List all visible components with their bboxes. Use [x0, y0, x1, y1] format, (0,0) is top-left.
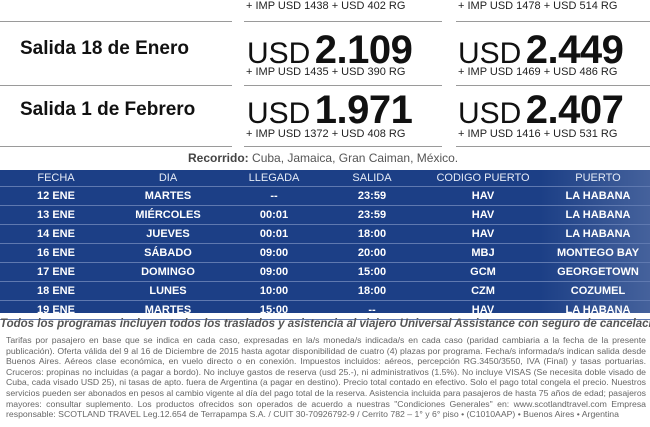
row-divider [0, 85, 232, 86]
cell-fecha: 19 ENE [0, 300, 112, 320]
row-divider [456, 85, 650, 86]
cell-fecha: 14 ENE [0, 224, 112, 244]
col-header: FECHA [37, 172, 75, 184]
tax-line-row2-col1: + IMP USD 1372 + USD 408 RG [246, 128, 406, 140]
cell-dia: LUNES [112, 281, 224, 301]
route-text: Cuba, Jamaica, Gran Caiman, México. [252, 151, 459, 165]
price-amount: 1.971 [314, 88, 413, 132]
tax-line-row2-col2: + IMP USD 1416 + USD 531 RG [458, 128, 618, 140]
table-row: 14 ENE JUEVES 00:01 18:00 HAV LA HABANA [0, 224, 650, 244]
cell-codigo: CZM [420, 281, 546, 301]
tax-line-row1-col1: + IMP USD 1435 + USD 390 RG [246, 66, 406, 78]
row-divider [0, 21, 232, 22]
cell-fecha: 17 ENE [0, 262, 112, 282]
currency: USD [247, 97, 311, 130]
row-divider [244, 146, 442, 147]
cell-puerto: LA HABANA [546, 186, 650, 206]
cell-salida: 23:59 [324, 205, 420, 225]
cell-fecha: 13 ENE [0, 205, 112, 225]
route-label: Recorrido: [188, 151, 249, 165]
tax-line-row0-col2: + IMP USD 1478 + USD 514 RG [458, 0, 618, 12]
col-header: CODIGO PUERTO [436, 172, 530, 184]
table-header-row: FECHA DIA LLEGADA SALIDA CODIGO PUERTO P… [0, 170, 650, 187]
col-header: LLEGADA [248, 172, 300, 184]
cell-puerto: COZUMEL [546, 281, 650, 301]
cell-llegada: 00:01 [224, 224, 324, 244]
cell-llegada: 09:00 [224, 262, 324, 282]
cell-codigo: HAV [420, 205, 546, 225]
tax-line-row0-col1: + IMP USD 1438 + USD 402 RG [246, 0, 406, 12]
cell-fecha: 16 ENE [0, 243, 112, 263]
cell-puerto: MONTEGO BAY [546, 243, 650, 263]
price-row2-col1: USD 1.971 [247, 88, 413, 132]
col-header: PUERTO [575, 172, 621, 184]
fine-print: Tarifas por pasajero en base que se indi… [6, 335, 646, 420]
cell-codigo: GCM [420, 262, 546, 282]
col-header: SALIDA [352, 172, 392, 184]
cell-salida: 15:00 [324, 262, 420, 282]
row-divider [456, 21, 650, 22]
price-amount: 2.407 [525, 88, 624, 132]
cell-salida: -- [324, 300, 420, 320]
price-amount: 2.449 [525, 28, 624, 72]
table-row: 19 ENE MARTES 15:00 -- HAV LA HABANA [0, 300, 650, 320]
tax-line-row1-col2: + IMP USD 1469 + USD 486 RG [458, 66, 618, 78]
table-row: 16 ENE SÁBADO 09:00 20:00 MBJ MONTEGO BA… [0, 243, 650, 263]
cell-codigo: HAV [420, 224, 546, 244]
cell-salida: 23:59 [324, 186, 420, 206]
cell-llegada: 10:00 [224, 281, 324, 301]
price-row2-col2: USD 2.407 [458, 88, 624, 132]
cell-codigo: HAV [420, 186, 546, 206]
route-line: Recorrido: Cuba, Jamaica, Gran Caiman, M… [188, 151, 458, 165]
cell-dia: JUEVES [112, 224, 224, 244]
row-divider [0, 146, 232, 147]
cell-codigo: HAV [420, 300, 546, 320]
price-row1-col1: USD 2.109 [247, 28, 413, 72]
cell-salida: 18:00 [324, 281, 420, 301]
cell-llegada: 09:00 [224, 243, 324, 263]
currency: USD [247, 37, 311, 70]
cell-llegada: -- [224, 186, 324, 206]
cell-codigo: MBJ [420, 243, 546, 263]
table-row: 18 ENE LUNES 10:00 18:00 CZM COZUMEL [0, 281, 650, 301]
row-divider [244, 21, 442, 22]
cell-llegada: 15:00 [224, 300, 324, 320]
cell-dia: MARTES [112, 186, 224, 206]
table-row: 13 ENE MIÉRCOLES 00:01 23:59 HAV LA HABA… [0, 205, 650, 225]
table-row: 17 ENE DOMINGO 09:00 15:00 GCM GEORGETOW… [0, 262, 650, 282]
currency: USD [458, 37, 522, 70]
cell-salida: 20:00 [324, 243, 420, 263]
cell-puerto: GEORGETOWN [546, 262, 650, 282]
cell-dia: MIÉRCOLES [112, 205, 224, 225]
cell-dia: MARTES [112, 300, 224, 320]
itinerary-panel: FECHA DIA LLEGADA SALIDA CODIGO PUERTO P… [0, 170, 650, 320]
table-row: 12 ENE MARTES -- 23:59 HAV LA HABANA [0, 186, 650, 206]
cell-puerto: LA HABANA [546, 224, 650, 244]
departure-label: Salida 1 de Febrero [20, 99, 196, 120]
cell-dia: SÁBADO [112, 243, 224, 263]
cell-puerto: LA HABANA [546, 205, 650, 225]
cell-llegada: 00:01 [224, 205, 324, 225]
cell-fecha: 18 ENE [0, 281, 112, 301]
col-header: DIA [158, 172, 178, 184]
cell-puerto: LA HABANA [546, 300, 650, 320]
price-amount: 2.109 [314, 28, 413, 72]
departure-label: Salida 18 de Enero [20, 38, 189, 59]
row-divider [244, 85, 442, 86]
inclusions-note: Todos los programas incluyen todos los t… [0, 318, 650, 330]
price-row1-col2: USD 2.449 [458, 28, 624, 72]
itinerary-table: FECHA DIA LLEGADA SALIDA CODIGO PUERTO P… [0, 170, 650, 320]
row-divider [456, 146, 650, 147]
cell-fecha: 12 ENE [0, 186, 112, 206]
cell-dia: DOMINGO [112, 262, 224, 282]
cell-salida: 18:00 [324, 224, 420, 244]
currency: USD [458, 97, 522, 130]
